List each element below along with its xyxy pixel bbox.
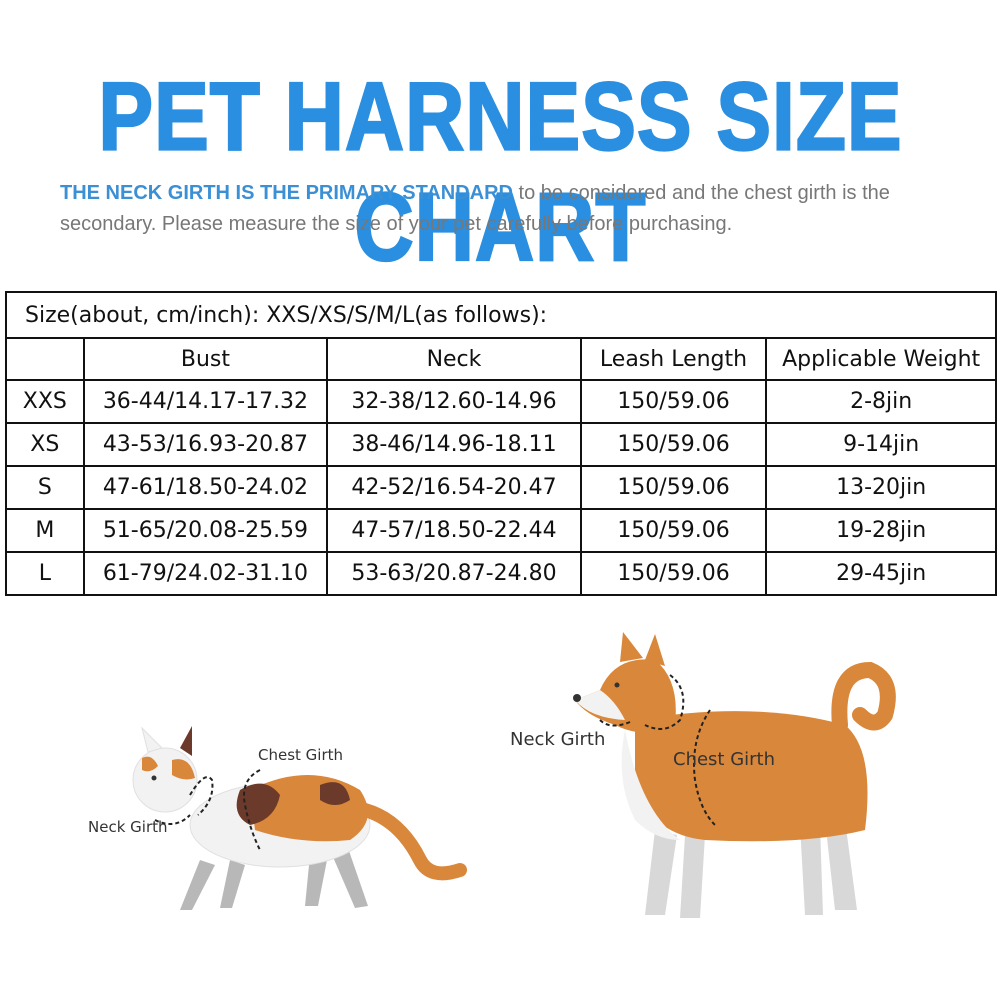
cat-chest-girth-label: Chest Girth xyxy=(258,746,343,764)
leash-cell: 150/59.06 xyxy=(579,422,768,467)
cat-neck-girth-label: Neck Girth xyxy=(88,818,168,836)
bust-cell: 51-65/20.08-25.59 xyxy=(82,508,329,553)
table-row: XS 43-53/16.93-20.87 38-46/14.96-18.11 1… xyxy=(5,422,997,467)
table-row: L 61-79/24.02-31.10 53-63/20.87-24.80 15… xyxy=(5,551,997,596)
subtitle-rest: to be considered and the chest girth is … xyxy=(60,182,890,235)
dog-chest-girth-label: Chest Girth xyxy=(673,749,775,770)
weight-cell: 19-28jin xyxy=(765,508,997,553)
weight-cell: 2-8jin xyxy=(765,379,997,424)
subtitle: THE NECK GIRTH IS THE PRIMARY STANDARD t… xyxy=(60,178,980,240)
dog-chest-white xyxy=(621,730,680,840)
page-title: PET HARNESS SIZE CHART xyxy=(97,62,903,283)
dog-illustration: Chest Girth Neck Girth xyxy=(510,632,896,918)
column-header-neck: Neck xyxy=(326,337,582,381)
weight-cell: 29-45jin xyxy=(765,551,997,596)
table-caption-row: Size(about, cm/inch): XXS/XS/S/M/L(as fo… xyxy=(5,291,997,339)
neck-cell: 42-52/16.54-20.47 xyxy=(326,465,582,510)
bust-cell: 61-79/24.02-31.10 xyxy=(82,551,329,596)
leash-cell: 150/59.06 xyxy=(579,465,768,510)
bust-cell: 43-53/16.93-20.87 xyxy=(82,422,329,467)
weight-cell: 13-20jin xyxy=(765,465,997,510)
size-cell: S xyxy=(5,465,85,510)
column-header-bust: Bust xyxy=(82,337,329,381)
neck-cell: 38-46/14.96-18.11 xyxy=(326,422,582,467)
dog-neck-pointer xyxy=(599,719,631,727)
bust-cell: 36-44/14.17-17.32 xyxy=(82,379,329,424)
size-cell: XS xyxy=(5,422,85,467)
neck-cell: 47-57/18.50-22.44 xyxy=(326,508,582,553)
table-header-row: Bust Neck Leash Length Applicable Weight xyxy=(5,337,997,381)
leash-cell: 150/59.06 xyxy=(579,379,768,424)
cat-neck-girth-arrow xyxy=(189,776,214,816)
leash-cell: 150/59.06 xyxy=(579,508,768,553)
leash-cell: 150/59.06 xyxy=(579,551,768,596)
neck-cell: 53-63/20.87-24.80 xyxy=(326,551,582,596)
weight-cell: 9-14jin xyxy=(765,422,997,467)
dog-neck-girth-arrow xyxy=(644,674,685,730)
cat-tail xyxy=(358,803,467,881)
table-row: XXS 36-44/14.17-17.32 32-38/12.60-14.96 … xyxy=(5,379,997,424)
table-caption: Size(about, cm/inch): XXS/XS/S/M/L(as fo… xyxy=(5,291,997,339)
size-table: Size(about, cm/inch): XXS/XS/S/M/L(as fo… xyxy=(5,291,997,596)
column-header-applicable-weight: Applicable Weight xyxy=(765,337,997,381)
size-cell: M xyxy=(5,508,85,553)
cat-brown-patch-2 xyxy=(320,782,350,805)
dog-head xyxy=(573,632,676,733)
dog-tail xyxy=(831,661,896,733)
neck-cell: 32-38/12.60-14.96 xyxy=(326,379,582,424)
cat-head xyxy=(132,726,198,813)
table-row: M 51-65/20.08-25.59 47-57/18.50-22.44 15… xyxy=(5,508,997,553)
table-row: S 47-61/18.50-24.02 42-52/16.54-20.47 15… xyxy=(5,465,997,510)
dog-legs xyxy=(645,820,857,918)
size-cell: XXS xyxy=(5,379,85,424)
size-cell: L xyxy=(5,551,85,596)
column-header xyxy=(5,337,85,381)
bust-cell: 47-61/18.50-24.02 xyxy=(82,465,329,510)
cat-illustration: Chest Girth Neck Girth xyxy=(88,726,467,910)
subtitle-highlight: THE NECK GIRTH IS THE PRIMARY STANDARD xyxy=(60,182,513,204)
dog-neck-girth-label: Neck Girth xyxy=(510,729,605,750)
dog-chest-girth-arrow xyxy=(693,709,716,826)
cat-legs xyxy=(180,848,368,910)
column-header-leash-length: Leash Length xyxy=(579,337,768,381)
dog-body xyxy=(635,711,868,842)
cat-neck-pointer xyxy=(154,814,191,825)
